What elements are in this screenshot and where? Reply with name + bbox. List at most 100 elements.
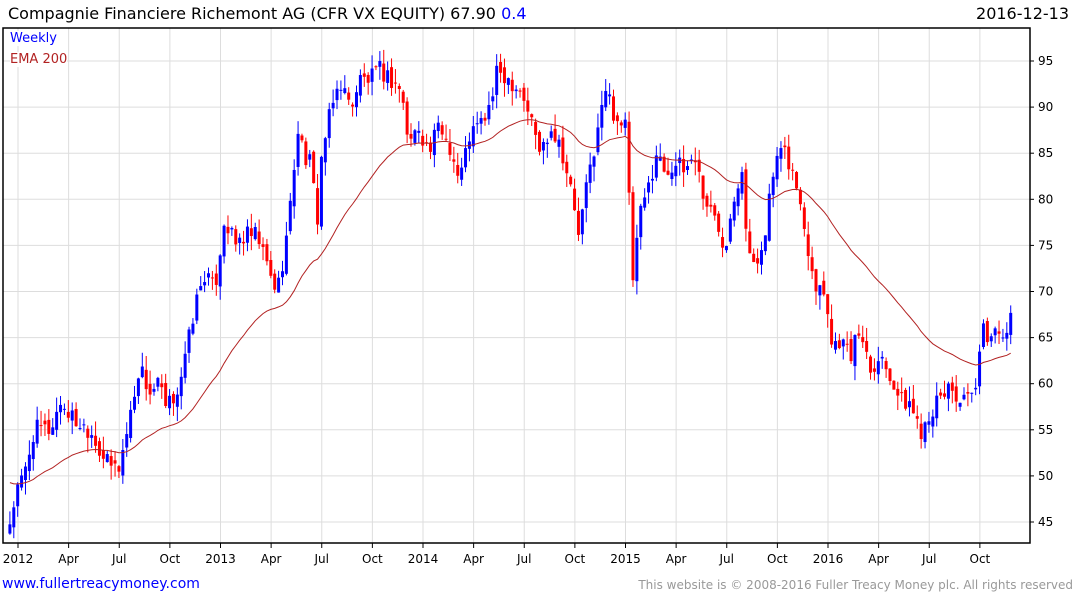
candle-body: [549, 131, 553, 138]
candle-body: [538, 131, 542, 152]
x-tick-label: Oct: [767, 552, 788, 566]
candle-body: [304, 141, 308, 166]
candle-body: [892, 380, 896, 390]
ema-200-line: [9, 119, 1011, 485]
candle-body: [164, 382, 168, 407]
candle-body: [125, 434, 129, 448]
candle-body: [133, 396, 137, 410]
candle-body: [756, 258, 760, 264]
candle-body: [954, 386, 958, 402]
candle-body: [619, 122, 623, 126]
candle-body: [592, 156, 596, 167]
candle-body: [806, 234, 810, 257]
legend-period: Weekly: [10, 31, 57, 46]
x-tick-label: Jul: [314, 552, 329, 566]
candle-body: [705, 195, 709, 207]
candle-body: [113, 460, 117, 464]
y-tick-label: 65: [1038, 331, 1053, 345]
candle-body: [931, 416, 935, 427]
candle-body: [974, 387, 978, 390]
candle-body: [526, 100, 530, 112]
candle-body: [499, 61, 503, 73]
candle-body: [378, 61, 382, 67]
candle-body: [245, 226, 249, 243]
candle-body: [179, 376, 183, 397]
candle-body: [721, 237, 725, 248]
candle-body: [277, 277, 281, 293]
candle-body: [148, 383, 152, 395]
y-tick-label: 50: [1038, 469, 1053, 483]
candle-body: [475, 123, 479, 125]
candle-body: [869, 356, 873, 373]
copyright-text: This website is © 2008-2016 Fuller Treac…: [638, 578, 1073, 592]
candle-body: [109, 456, 113, 466]
candle-body: [370, 68, 374, 82]
candle-body: [553, 128, 557, 142]
candle-body: [90, 435, 94, 438]
candle-body: [635, 237, 639, 282]
y-tick-label: 45: [1038, 515, 1053, 529]
candle-body: [312, 151, 316, 184]
candle-body: [479, 118, 483, 124]
candle-body: [981, 323, 985, 348]
candle-body: [156, 377, 160, 387]
candle-body: [853, 335, 857, 367]
candle-body: [985, 321, 989, 343]
candle-body: [199, 286, 203, 291]
candle-body: [401, 91, 405, 103]
x-tick-label: 2015: [610, 552, 641, 566]
candle-body: [316, 188, 320, 225]
candle-body: [709, 204, 713, 207]
chart-title: Compagnie Financiere Richemont AG (CFR V…: [8, 4, 527, 23]
candle-body: [518, 90, 522, 92]
candle-body: [837, 340, 841, 349]
plot-background: [3, 28, 1030, 543]
x-tick-label: Apr: [463, 552, 484, 566]
candle-body: [242, 241, 246, 244]
candle-body: [140, 366, 144, 378]
candle-body: [82, 424, 86, 426]
title-text: Compagnie Financiere Richemont AG (CFR V…: [8, 4, 496, 23]
candle-body: [31, 442, 35, 460]
x-tick-label: 2012: [3, 552, 34, 566]
candle-body: [273, 273, 277, 290]
candle-body: [1005, 332, 1009, 339]
candle-body: [288, 200, 292, 232]
candle-body: [818, 285, 822, 296]
candle-body: [207, 273, 211, 278]
candle-body: [187, 329, 191, 353]
candle-body: [20, 475, 24, 488]
candle-body: [327, 109, 331, 139]
candle-body: [666, 170, 670, 175]
website-link[interactable]: www.fullertreacymoney.com: [2, 576, 200, 592]
candle-body: [117, 466, 121, 472]
candle-body: [530, 114, 534, 118]
candle-body: [483, 117, 487, 121]
y-tick-label: 85: [1038, 146, 1053, 160]
candle-body: [662, 156, 666, 172]
candle-body: [685, 166, 689, 171]
candle-body: [557, 139, 561, 147]
candle-body: [296, 133, 300, 167]
candle-body: [39, 425, 43, 427]
candle-body: [565, 161, 569, 174]
candle-body: [1009, 312, 1013, 335]
x-tick-label: Apr: [666, 552, 687, 566]
candle-body: [421, 135, 425, 146]
candle-body: [308, 154, 312, 160]
candle-body: [510, 79, 514, 92]
candle-body: [491, 96, 495, 102]
candle-body: [214, 273, 218, 285]
candle-body: [218, 255, 222, 287]
candle-body: [896, 388, 900, 396]
candle-body: [810, 257, 814, 272]
candle-body: [23, 466, 27, 481]
candle-body: [66, 411, 70, 418]
x-tick-label: 2016: [813, 552, 844, 566]
candle-body: [771, 176, 775, 196]
candle-body: [724, 246, 728, 251]
candle-body: [826, 294, 830, 315]
candle-body: [927, 421, 931, 425]
x-tick-label: Jul: [516, 552, 531, 566]
candle-body: [884, 361, 888, 370]
